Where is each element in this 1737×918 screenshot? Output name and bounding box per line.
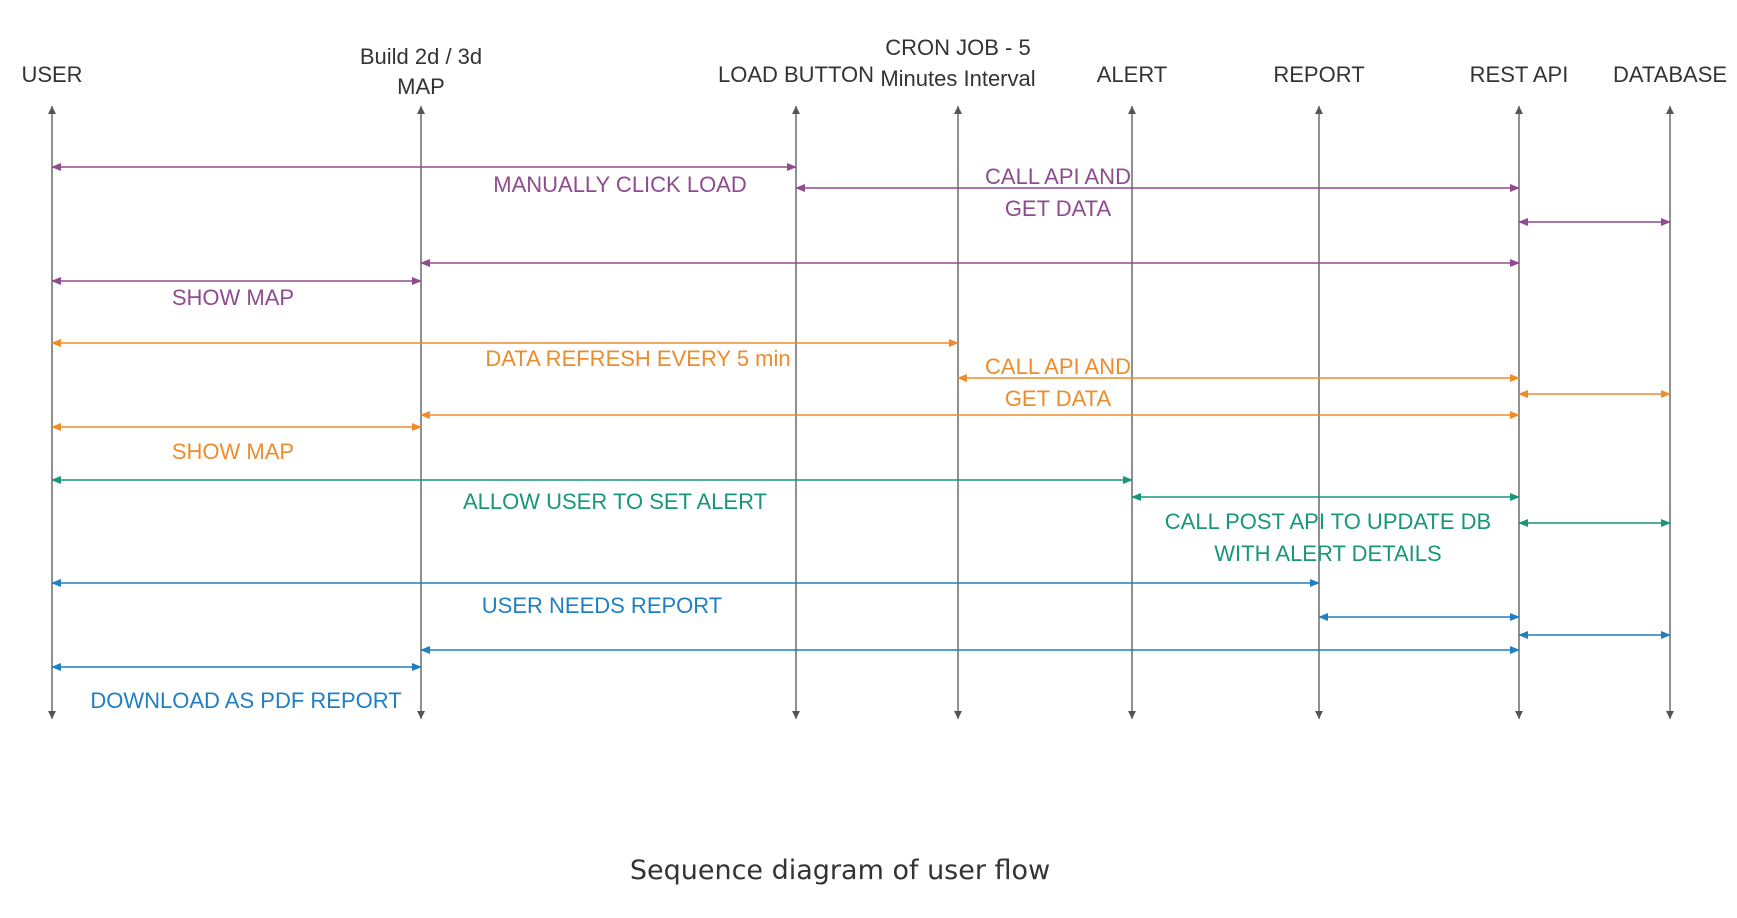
message-label: SHOW MAP [172,285,294,310]
actor-label-cron: CRON JOB - 5 [885,35,1030,60]
message-label: CALL POST API TO UPDATE DB [1165,509,1491,534]
lifeline-bottom-arrow [954,711,962,719]
lifeline-bottom-arrow [1515,711,1523,719]
message-label: CALL API AND [985,164,1131,189]
actor-api: REST API [1470,62,1569,719]
actor-load: LOAD BUTTON [718,62,874,719]
lifeline-bottom-arrow [48,711,56,719]
lifeline-top-arrow [1666,106,1674,114]
message-label: GET DATA [1005,386,1112,411]
actor-label-alert: ALERT [1097,62,1168,87]
message-label: WITH ALERT DETAILS [1214,541,1441,566]
actor-user: USER [21,62,83,719]
actor-label-api: REST API [1470,62,1569,87]
actor-label-cron: Minutes Interval [880,66,1035,91]
actor-label-map: MAP [397,74,445,99]
lifeline-bottom-arrow [792,711,800,719]
actor-label-report: REPORT [1273,62,1364,87]
lifeline-bottom-arrow [417,711,425,719]
message-user-map: SHOW MAP [51,277,422,310]
actor-label-map: Build 2d / 3d [360,44,482,69]
message-label: MANUALLY CLICK LOAD [493,172,747,197]
message-label: USER NEEDS REPORT [482,593,722,618]
lifeline-bottom-arrow [1666,711,1674,719]
diagram-caption: Sequence diagram of user flow [629,855,1051,886]
actor-db: DATABASE [1613,62,1727,719]
lifeline-top-arrow [792,106,800,114]
lifeline-bottom-arrow [1315,711,1323,719]
message-label: SHOW MAP [172,439,294,464]
message-user-report: USER NEEDS REPORT [51,579,1320,618]
message-cron-api: CALL API AND GET DATA [957,354,1520,411]
actor-cron: CRON JOB - 5 Minutes Interval [880,35,1036,719]
lifeline-top-arrow [48,106,56,114]
message-user-alert: ALLOW USER TO SET ALERT [51,476,1133,514]
actor-label-load: LOAD BUTTON [718,62,874,87]
message-user-load: MANUALLY CLICK LOAD [51,163,797,197]
message-label: DOWNLOAD AS PDF REPORT [90,688,401,713]
message-label: DATA REFRESH EVERY 5 min [485,346,790,371]
message-map-user: SHOW MAP [51,423,422,464]
lifeline-top-arrow [1515,106,1523,114]
message-user-cron: DATA REFRESH EVERY 5 min [51,339,959,371]
lifeline-top-arrow [417,106,425,114]
message-alert-api: CALL POST API TO UPDATE DB WITH ALERT DET… [1131,493,1520,566]
actor-map: Build 2d / 3d MAP [360,44,482,719]
lifeline-top-arrow [1315,106,1323,114]
lifeline-bottom-arrow [1128,711,1136,719]
message-label: GET DATA [1005,196,1112,221]
message-label: CALL API AND [985,354,1131,379]
actor-label-db: DATABASE [1613,62,1727,87]
message-load-api: CALL API AND GET DATA [795,164,1520,221]
message-user-map: DOWNLOAD AS PDF REPORT [51,663,422,713]
actor-report: REPORT [1273,62,1365,719]
actor-label-user: USER [21,62,82,87]
message-label: ALLOW USER TO SET ALERT [463,489,767,514]
lifeline-top-arrow [954,106,962,114]
lifeline-top-arrow [1128,106,1136,114]
